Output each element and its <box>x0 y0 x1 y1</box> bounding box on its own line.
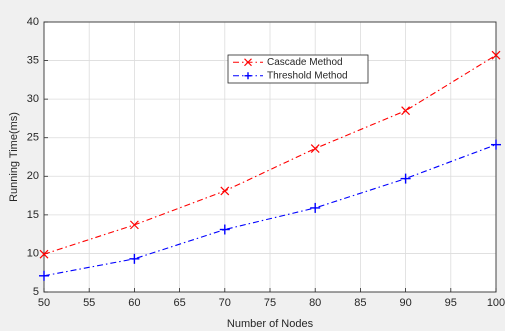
y-tick-label: 5 <box>33 286 39 298</box>
x-axis-label: Number of Nodes <box>227 318 314 330</box>
y-tick-label: 10 <box>27 247 39 259</box>
y-tick-label: 25 <box>27 132 39 144</box>
marker-stroke <box>220 186 230 196</box>
x-tick-label: 100 <box>487 297 505 309</box>
marker <box>400 173 411 184</box>
y-axis-label: Running Time(ms) <box>8 112 20 202</box>
x-tick-label: 80 <box>309 297 321 309</box>
x-tick-label: 95 <box>445 297 457 309</box>
y-tick-label: 30 <box>27 93 39 105</box>
plot-border <box>43 21 497 293</box>
marker-stroke <box>244 58 252 67</box>
x-tick-label: 70 <box>219 297 231 309</box>
marker-stroke <box>491 50 501 60</box>
legend-label: Threshold Method <box>267 70 348 81</box>
marker-stroke <box>401 106 411 116</box>
marker-stroke <box>39 249 49 259</box>
marker <box>310 202 321 213</box>
marker <box>39 270 49 281</box>
y-tick-label: 15 <box>27 209 39 221</box>
x-tick-label: 85 <box>354 297 366 309</box>
x-tick-label: 60 <box>128 297 140 309</box>
y-tick-label: 35 <box>27 54 39 66</box>
legend-label: Cascade Method <box>267 57 343 68</box>
y-tick-label: 40 <box>27 16 39 28</box>
marker <box>310 144 320 153</box>
marker <box>129 253 140 264</box>
legend-marker <box>244 58 252 67</box>
series-line <box>43 54 497 255</box>
marker <box>219 224 230 235</box>
y-tick-label: 20 <box>27 170 39 182</box>
marker <box>129 220 139 230</box>
x-tick-label: 75 <box>264 297 276 309</box>
x-tick-label: 90 <box>399 297 411 309</box>
x-tick-label: 50 <box>38 297 50 309</box>
series-line <box>43 144 497 277</box>
marker-stroke <box>310 144 320 153</box>
x-tick-label: 65 <box>173 297 185 309</box>
marker <box>220 186 230 196</box>
marker <box>39 249 49 259</box>
marker <box>491 139 501 150</box>
x-tick-label: 55 <box>83 297 95 309</box>
marker <box>491 50 501 60</box>
marker <box>401 106 411 116</box>
marker-stroke <box>129 220 139 230</box>
legend-marker <box>244 72 252 80</box>
